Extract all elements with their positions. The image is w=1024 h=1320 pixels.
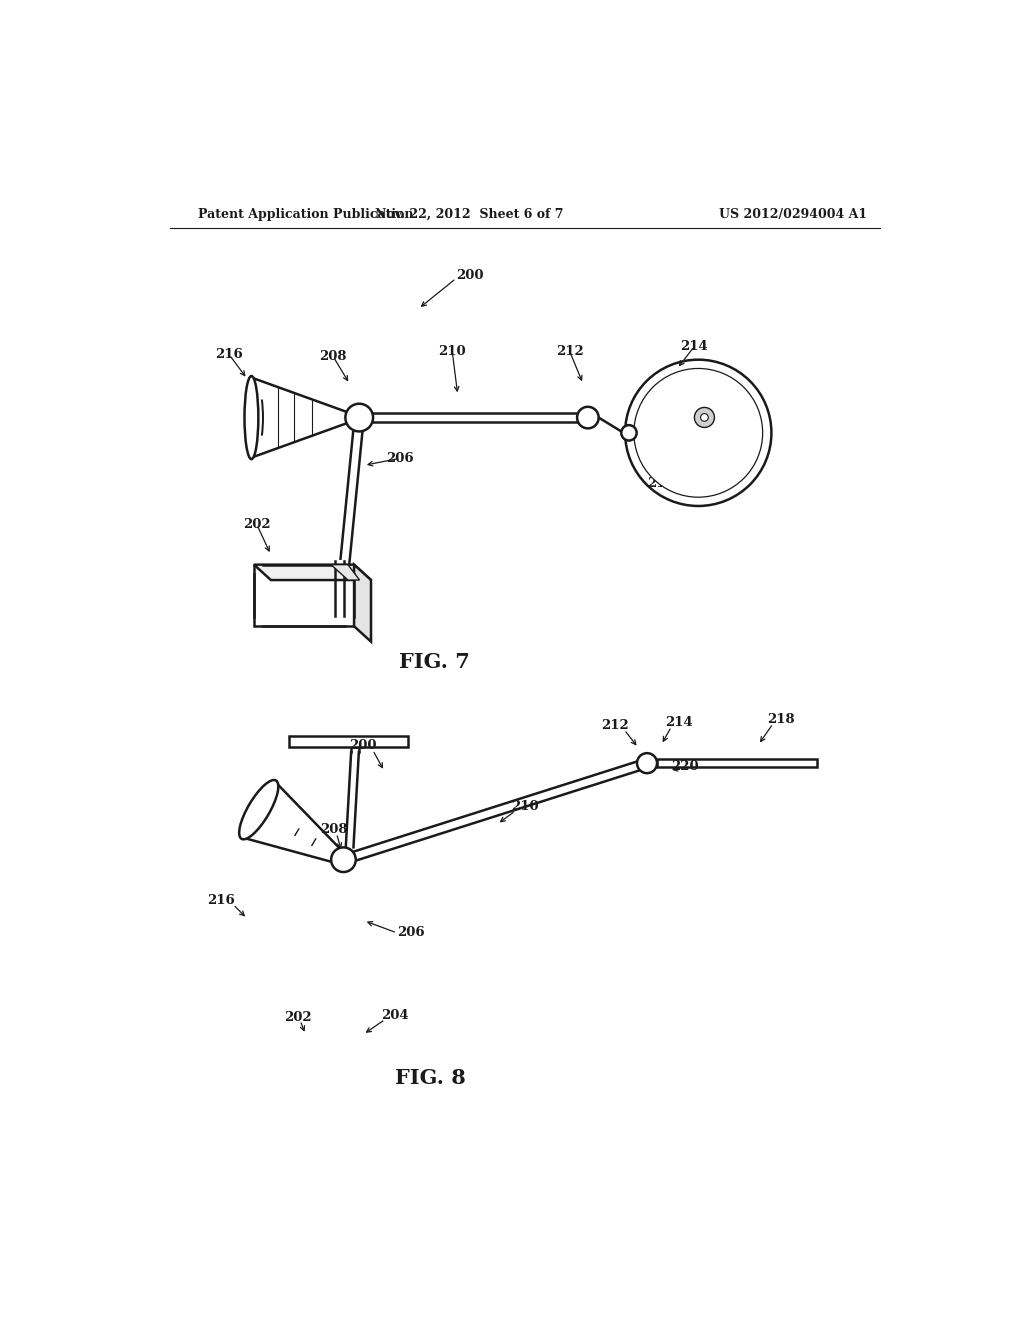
Circle shape	[625, 359, 771, 506]
Text: US 2012/0294004 A1: US 2012/0294004 A1	[719, 207, 867, 220]
Text: 206: 206	[386, 451, 414, 465]
Text: 214: 214	[665, 715, 692, 729]
Polygon shape	[657, 759, 816, 767]
Circle shape	[694, 408, 715, 428]
Text: 210: 210	[511, 800, 539, 813]
Polygon shape	[254, 565, 354, 626]
Text: FIG. 7: FIG. 7	[398, 652, 469, 672]
Text: 210: 210	[438, 345, 466, 358]
Text: 200: 200	[349, 739, 377, 752]
Polygon shape	[289, 735, 409, 747]
Text: 204: 204	[331, 611, 358, 624]
Text: Nov. 22, 2012  Sheet 6 of 7: Nov. 22, 2012 Sheet 6 of 7	[376, 207, 564, 220]
Text: 202: 202	[243, 517, 270, 531]
Text: Patent Application Publication: Patent Application Publication	[198, 207, 413, 220]
Circle shape	[345, 404, 373, 432]
Polygon shape	[354, 565, 371, 642]
Text: 218: 218	[647, 477, 675, 490]
Polygon shape	[254, 565, 371, 579]
Ellipse shape	[240, 780, 279, 840]
Text: 216: 216	[208, 894, 236, 907]
Circle shape	[578, 407, 599, 429]
Text: 218: 218	[767, 713, 795, 726]
Text: 212: 212	[601, 719, 629, 733]
Text: 220: 220	[671, 760, 698, 772]
Circle shape	[700, 413, 709, 421]
Text: 216: 216	[215, 348, 243, 362]
Ellipse shape	[245, 376, 258, 459]
Circle shape	[622, 425, 637, 441]
Circle shape	[634, 368, 763, 498]
Circle shape	[331, 847, 355, 873]
Polygon shape	[331, 565, 359, 579]
Circle shape	[637, 754, 657, 774]
Text: 204: 204	[381, 1008, 409, 1022]
Text: FIG. 8: FIG. 8	[395, 1068, 466, 1088]
Text: 208: 208	[319, 350, 347, 363]
Text: 206: 206	[396, 927, 424, 940]
Text: 214: 214	[681, 341, 709, 352]
Text: 212: 212	[556, 345, 584, 358]
Text: 200: 200	[456, 269, 483, 281]
Text: 208: 208	[321, 822, 348, 836]
Text: 202: 202	[284, 1011, 311, 1024]
